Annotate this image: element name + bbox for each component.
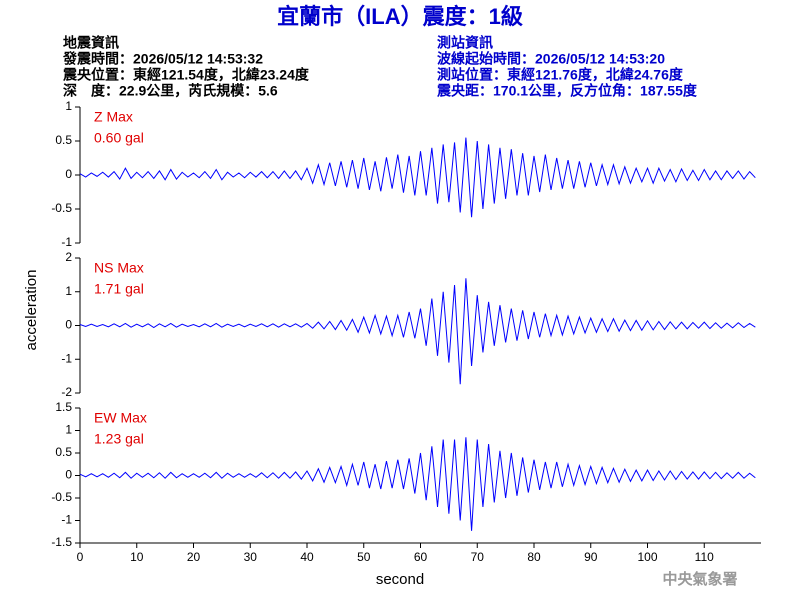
x-tick-label: 70	[471, 550, 485, 564]
y-axis-label: acceleration	[23, 270, 40, 351]
x-tick-label: 20	[187, 550, 201, 564]
y-tick-label: 1	[65, 99, 72, 113]
waveform	[79, 437, 756, 531]
y-tick-label: -1	[61, 235, 72, 249]
info-right: 震央距：170.1公里，反方位角：187.55度	[436, 83, 698, 99]
x-tick-label: 60	[414, 550, 428, 564]
title: 宜蘭市（ILA）震度：1級	[277, 4, 523, 29]
x-tick-label: 100	[637, 550, 657, 564]
waveform	[79, 278, 756, 385]
y-tick-label: 0.5	[55, 133, 72, 147]
y-tick-label: -0.5	[51, 490, 72, 504]
y-tick-label: 0.5	[55, 445, 72, 459]
x-tick-label: 110	[695, 550, 714, 564]
y-tick-label: -2	[61, 385, 72, 399]
y-tick-label: 1.5	[55, 400, 72, 414]
annotation: 1.23 gal	[94, 431, 144, 447]
y-tick-label: 0	[65, 167, 72, 181]
y-tick-label: 0	[65, 468, 72, 482]
info-right: 測站位置：東經121.76度，北緯24.76度	[437, 67, 684, 83]
info-left: 發震時間：2026/05/12 14:53:32	[62, 51, 263, 67]
y-tick-label: 1	[65, 423, 72, 437]
annotation: Z Max	[94, 109, 133, 125]
x-tick-label: 10	[130, 550, 144, 564]
info-right: 波線起始時間：2026/05/12 14:53:20	[437, 51, 665, 67]
x-axis-label: second	[376, 571, 424, 588]
y-tick-label: -1	[61, 513, 72, 527]
x-tick-label: 0	[77, 550, 84, 564]
x-tick-label: 40	[300, 550, 314, 564]
footer: 中央氣象署	[662, 570, 737, 588]
info-left: 地震資訊	[63, 35, 119, 51]
info-right: 測站資訊	[437, 35, 493, 51]
x-tick-label: 30	[244, 550, 258, 564]
annotation: 1.71 gal	[94, 281, 144, 297]
annotation: EW Max	[94, 410, 147, 426]
y-tick-label: -1.5	[51, 535, 72, 549]
waveform	[79, 137, 756, 218]
y-tick-label: 1	[65, 284, 72, 298]
info-left: 深 度：22.9公里，芮氏規模：5.6	[63, 83, 278, 99]
x-tick-label: 50	[357, 550, 371, 564]
y-tick-label: -0.5	[51, 201, 72, 215]
y-tick-label: 0	[65, 318, 72, 332]
info-left: 震央位置：東經121.54度，北緯23.24度	[62, 67, 310, 83]
y-tick-label: -1	[61, 351, 72, 365]
y-tick-label: 2	[65, 250, 72, 264]
x-tick-label: 80	[527, 550, 541, 564]
x-tick-label: 90	[584, 550, 598, 564]
annotation: 0.60 gal	[94, 130, 144, 146]
annotation: NS Max	[94, 260, 144, 276]
